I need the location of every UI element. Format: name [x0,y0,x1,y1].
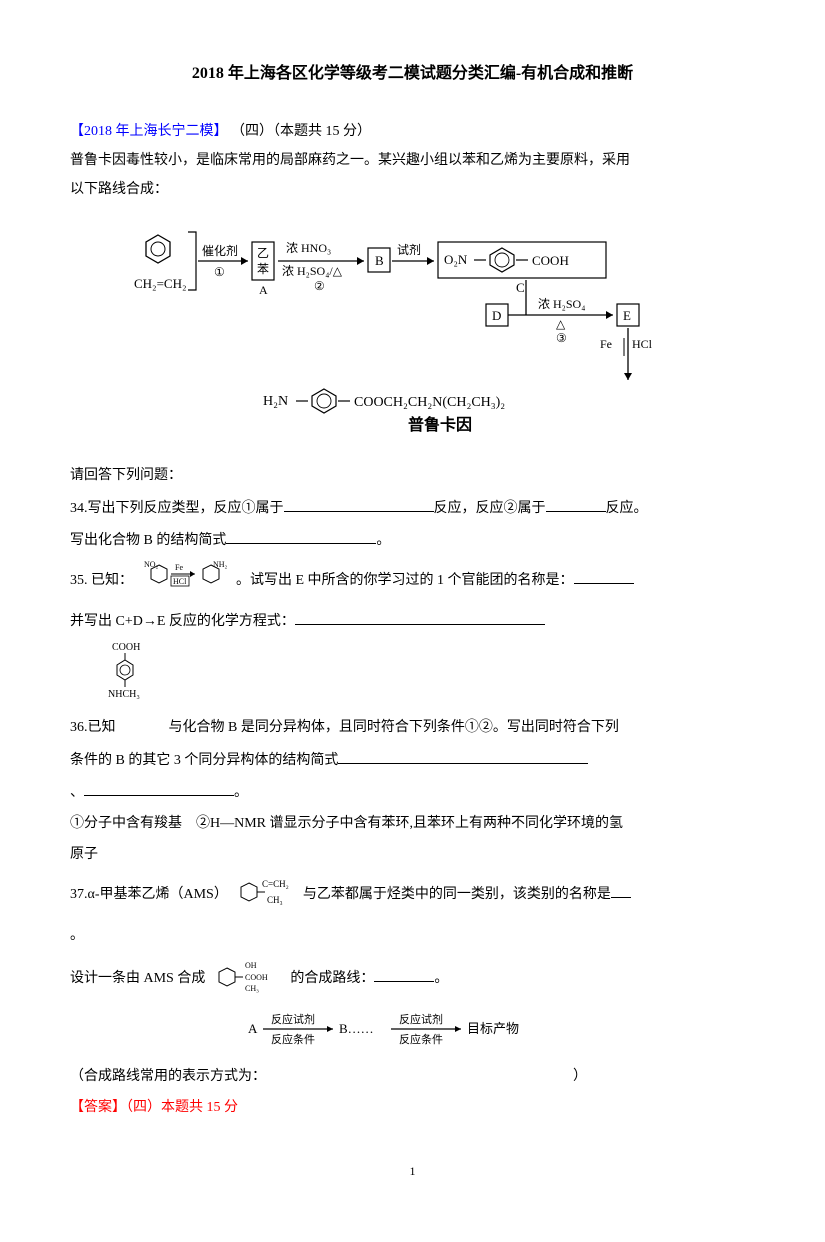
svg-text:E: E [623,308,631,323]
q37-line2: 设计一条由 AMS 合成 OH COOH CH₃ 的合成路线：。 [70,954,755,1003]
svg-text:反应条件: 反应条件 [271,1032,315,1046]
svg-text:①: ① [214,265,225,279]
svg-text:COOH: COOH [112,642,140,653]
document-title: 2018 年上海各区化学等级考二模试题分类汇编-有机合成和推断 [70,60,755,89]
answer-prompt: 请回答下列问题： [70,463,755,488]
svg-text:B……: B…… [339,1021,374,1036]
q37-route-format: A 反应试剂 反应条件 B…… 反应试剂 反应条件 目标产物 [70,1009,755,1058]
svg-text:△: △ [556,317,566,331]
svg-text:COOH: COOH [532,253,569,268]
svg-text:HCl: HCl [632,337,653,351]
svg-text:COOCH₂CH₂N(CH₂CH₃)₂: COOCH₂CH₂N(CH₂CH₃)₂ [354,395,505,410]
q36-line1: 36.已知 与化合物 B 是同分异构体，且同时符合下列条件①②。写出同时符合下列 [70,715,755,740]
q34-line1: 34.写出下列反应类型，反应①属于反应，反应②属于反应。 [70,495,755,521]
svg-text:C: C [516,280,525,295]
svg-text:D: D [492,308,501,323]
svg-text:NO₂: NO₂ [144,560,159,569]
q37-line1: 37.α-甲基苯乙烯（AMS） C=CH₂ CH₃ 与乙苯都属于烃类中的同一类别… [70,873,755,916]
q37-route-wrapper: （合成路线常用的表示方式为： ） [70,1064,755,1089]
q35-line2: 并写出 C+D→E 反应的化学方程式： [70,608,755,634]
svg-text:O₂N: O₂N [444,252,468,267]
svg-text:Fe: Fe [600,337,612,351]
reaction-scheme-diagram: CH₂=CH₂ 催化剂 ① 乙 苯 A 浓 HNO₃ 浓 H₂SO₄/△ ② B… [100,212,755,453]
q34-line2: 写出化合物 B 的结构简式。 [70,527,755,553]
intro-line-1: 普鲁卡因毒性较小，是临床常用的局部麻药之一。某兴趣小组以苯和乙烯为主要原料，采用 [70,148,755,173]
svg-text:COOH: COOH [245,973,268,982]
svg-text:NH₂: NH₂ [213,560,228,569]
svg-text:普鲁卡因: 普鲁卡因 [408,415,472,434]
svg-text:苯: 苯 [257,262,269,276]
svg-text:A: A [259,283,268,297]
svg-text:C=CH₂: C=CH₂ [262,879,289,889]
q36-line3: 、。 [70,779,755,805]
svg-text:NHCH₃: NHCH₃ [108,689,140,700]
svg-text:CH₃: CH₃ [245,984,259,993]
svg-text:试剂: 试剂 [397,242,421,257]
svg-text:Fe: Fe [175,563,183,572]
section-header: （四）（本题共 15 分） [231,124,371,139]
svg-text:目标产物: 目标产物 [467,1021,519,1036]
svg-text:浓 H₂SO₄/△: 浓 H₂SO₄/△ [282,264,343,278]
svg-text:HCl: HCl [173,577,187,586]
exam-source-label: 【2018 年上海长宁二模】 [70,124,228,139]
svg-text:乙: 乙 [257,246,269,260]
svg-text:反应试剂: 反应试剂 [271,1012,315,1026]
exam-source-line: 【2018 年上海长宁二模】 （四）（本题共 15 分） [70,119,755,144]
svg-text:CH₃: CH₃ [267,895,283,905]
svg-text:OH: OH [245,961,257,970]
svg-text:②: ② [314,279,325,293]
svg-text:CH₂=CH₂: CH₂=CH₂ [134,276,187,291]
page-number: 1 [70,1161,755,1183]
answer-header: 【答案】（四）本题共 15 分 [70,1095,755,1120]
svg-text:浓 H₂SO₄: 浓 H₂SO₄ [538,297,585,311]
q36-line2: 条件的 B 的其它 3 个同分异构体的结构简式 [70,747,755,773]
svg-text:催化剂: 催化剂 [202,243,238,258]
svg-text:B: B [375,253,384,268]
svg-text:反应条件: 反应条件 [399,1032,443,1046]
intro-line-2: 以下路线合成： [70,177,755,202]
svg-text:③: ③ [556,331,567,345]
svg-text:浓 HNO₃: 浓 HNO₃ [286,241,331,255]
svg-text:反应试剂: 反应试剂 [399,1012,443,1026]
q36-cond1: ①分子中含有羧基 ②H—NMR 谱显示分子中含有苯环,且苯环上有两种不同化学环境… [70,811,755,836]
q36-structure: COOH NHCH₃ [70,640,755,709]
q35-line1: 35. 已知： NO₂ Fe HCl NH₂ 。试写出 E 中所含的你学习过的 … [70,559,755,602]
q36-cond3: 原子 [70,842,755,867]
svg-text:A: A [248,1021,258,1036]
q37-line1c: 。 [70,923,755,948]
svg-text:H₂N: H₂N [263,394,288,409]
